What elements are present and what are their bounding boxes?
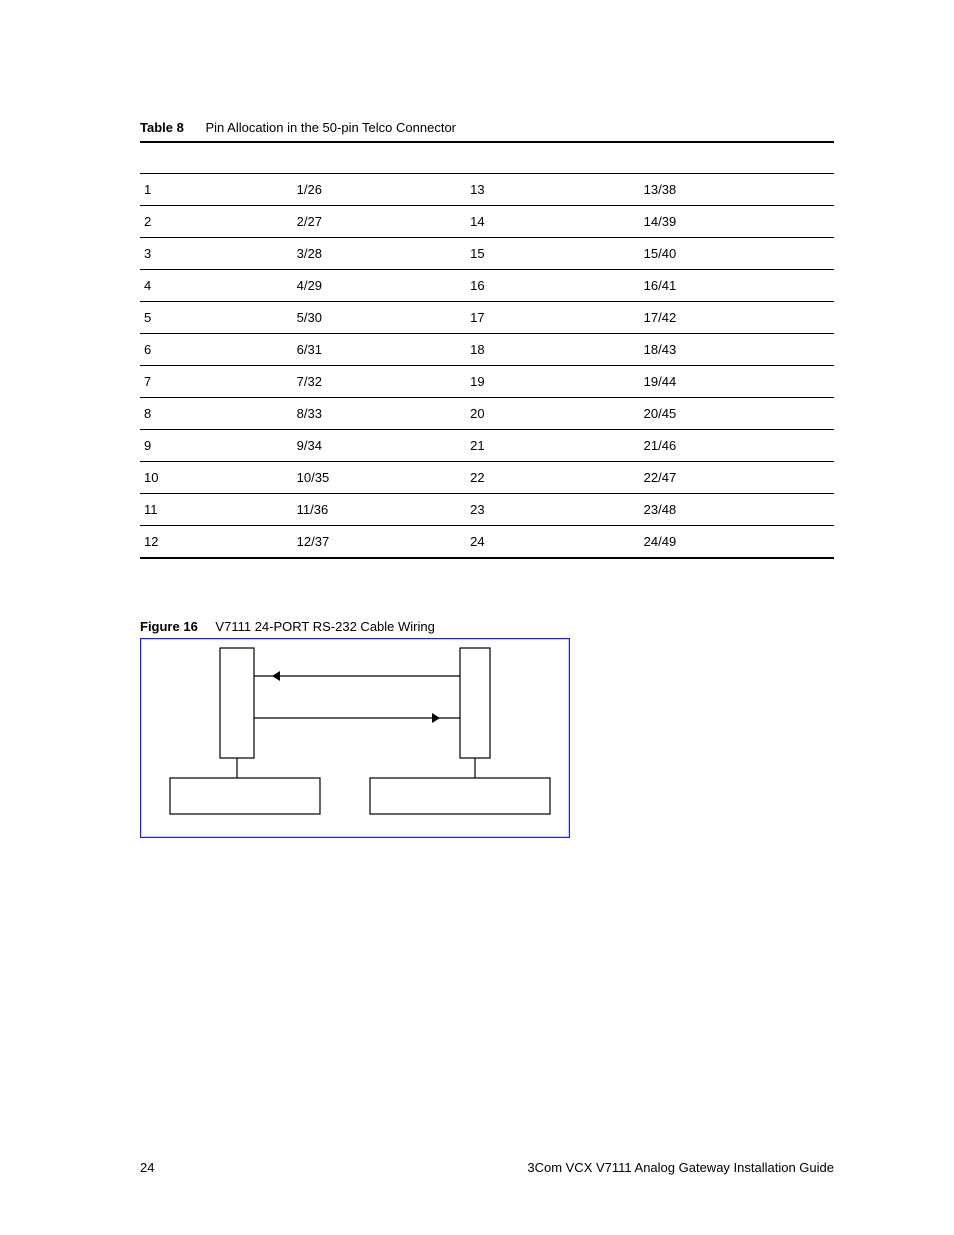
table-cell: 17: [466, 302, 640, 334]
table-row: 11/261313/38: [140, 174, 834, 206]
table-cell: 23: [466, 494, 640, 526]
figure-label: Figure 16: [140, 619, 198, 634]
table-cell: 4: [140, 270, 293, 302]
table-cell: 13: [466, 174, 640, 206]
doc-title: 3Com VCX V7111 Analog Gateway Installati…: [527, 1160, 834, 1175]
table-cell: 14: [466, 206, 640, 238]
table-cell: 24: [466, 526, 640, 559]
table-cell: 16: [466, 270, 640, 302]
table-cell: 8: [140, 398, 293, 430]
pin-allocation-table: 11/261313/3822/271414/3933/281515/4044/2…: [140, 141, 834, 559]
table-cell: 5: [140, 302, 293, 334]
table-row: 1010/352222/47: [140, 462, 834, 494]
table-cell: 11/36: [293, 494, 467, 526]
table-label: Table 8: [140, 120, 184, 135]
table-cell: 3/28: [293, 238, 467, 270]
table-cell: 5/30: [293, 302, 467, 334]
table-cell: 21: [466, 430, 640, 462]
table-cell: 13/38: [640, 174, 834, 206]
page-footer: 24 3Com VCX V7111 Analog Gateway Install…: [140, 1160, 834, 1175]
table-row: 1212/372424/49: [140, 526, 834, 559]
table-cell: 1: [140, 174, 293, 206]
table-title: Pin Allocation in the 50-pin Telco Conne…: [205, 120, 456, 135]
table-cell: 8/33: [293, 398, 467, 430]
table-cell: 18/43: [640, 334, 834, 366]
table-cell: 20/45: [640, 398, 834, 430]
table-row: 22/271414/39: [140, 206, 834, 238]
table-cell: 6/31: [293, 334, 467, 366]
figure-caption: Figure 16 V7111 24-PORT RS-232 Cable Wir…: [140, 619, 834, 634]
table-row: 99/342121/46: [140, 430, 834, 462]
table-cell: 2/27: [293, 206, 467, 238]
table-cell: 21/46: [640, 430, 834, 462]
table-cell: 7/32: [293, 366, 467, 398]
table-row: 1111/362323/48: [140, 494, 834, 526]
table-cell: 23/48: [640, 494, 834, 526]
table-cell: 6: [140, 334, 293, 366]
table-row: 33/281515/40: [140, 238, 834, 270]
table-cell: 9: [140, 430, 293, 462]
table-cell: 11: [140, 494, 293, 526]
table-cell: 22/47: [640, 462, 834, 494]
wiring-diagram: [140, 638, 834, 843]
table-cell: 17/42: [640, 302, 834, 334]
table-row: 66/311818/43: [140, 334, 834, 366]
table-cell: 16/41: [640, 270, 834, 302]
table-cell: 22: [466, 462, 640, 494]
table-cell: 14/39: [640, 206, 834, 238]
table-cell: 24/49: [640, 526, 834, 559]
table-row: 55/301717/42: [140, 302, 834, 334]
table-cell: 10/35: [293, 462, 467, 494]
figure-title: V7111 24-PORT RS-232 Cable Wiring: [215, 619, 434, 634]
page-number: 24: [140, 1160, 154, 1175]
table-cell: 19/44: [640, 366, 834, 398]
table-cell: 2: [140, 206, 293, 238]
table-cell: 12: [140, 526, 293, 559]
table-cell: 19: [466, 366, 640, 398]
table-cell: 20: [466, 398, 640, 430]
table-cell: 9/34: [293, 430, 467, 462]
table-cell: 15: [466, 238, 640, 270]
table-cell: 12/37: [293, 526, 467, 559]
table-caption: Table 8 Pin Allocation in the 50-pin Tel…: [140, 120, 834, 135]
table-cell: 10: [140, 462, 293, 494]
table-cell: 3: [140, 238, 293, 270]
table-cell: 18: [466, 334, 640, 366]
table-row: 44/291616/41: [140, 270, 834, 302]
table-row: 77/321919/44: [140, 366, 834, 398]
table-cell: 4/29: [293, 270, 467, 302]
table-row: 88/332020/45: [140, 398, 834, 430]
table-cell: 1/26: [293, 174, 467, 206]
table-cell: 15/40: [640, 238, 834, 270]
table-cell: 7: [140, 366, 293, 398]
